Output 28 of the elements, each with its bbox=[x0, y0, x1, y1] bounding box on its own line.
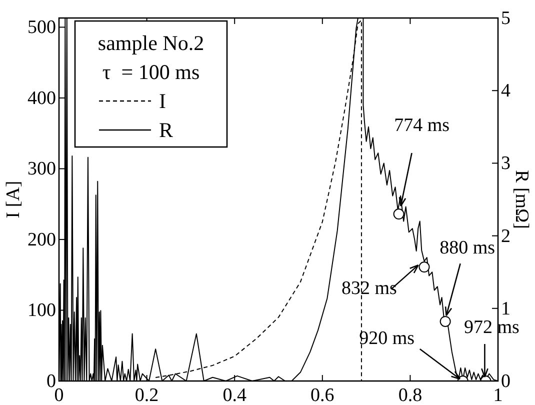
y-tick-label: 300 bbox=[28, 158, 56, 180]
y-tick-label: 500 bbox=[28, 17, 56, 38]
y-tick-label: 400 bbox=[28, 88, 56, 109]
annotation: 972 ms bbox=[464, 317, 520, 338]
annotation: 920 ms bbox=[359, 328, 415, 349]
y2-tick-label: 1 bbox=[501, 298, 510, 320]
legend-title: sample No.2 bbox=[98, 31, 204, 55]
annotation: 880 ms bbox=[440, 238, 496, 259]
y2-tick-label: 5 bbox=[501, 8, 510, 29]
legend-label: R bbox=[159, 118, 174, 142]
x-tick-label: 1 bbox=[493, 385, 503, 405]
x-tick-label: 0.6 bbox=[310, 385, 334, 405]
annotation: τ = 100 ms bbox=[102, 60, 200, 84]
annotation: 774 ms bbox=[394, 115, 450, 136]
y2-tick-label: 3 bbox=[501, 153, 510, 174]
x-tick-label: 0.2 bbox=[134, 385, 159, 405]
y-tick-label: 200 bbox=[28, 229, 56, 250]
annotation: 832 ms bbox=[342, 278, 397, 300]
y-tick-label: 0 bbox=[46, 371, 56, 392]
y2-axis-title: R [mΩ] bbox=[511, 170, 532, 229]
y2-tick-label: 2 bbox=[501, 226, 510, 247]
x-tick-label: 0.4 bbox=[222, 385, 247, 405]
y2-tick-label: 4 bbox=[501, 80, 511, 102]
x-tick-label: 0.8 bbox=[398, 385, 422, 405]
legend-label: I bbox=[159, 89, 166, 113]
y-axis-title: I [A] bbox=[3, 180, 24, 218]
y-tick-label: 100 bbox=[28, 300, 56, 322]
y2-tick-label: 0 bbox=[501, 371, 510, 392]
